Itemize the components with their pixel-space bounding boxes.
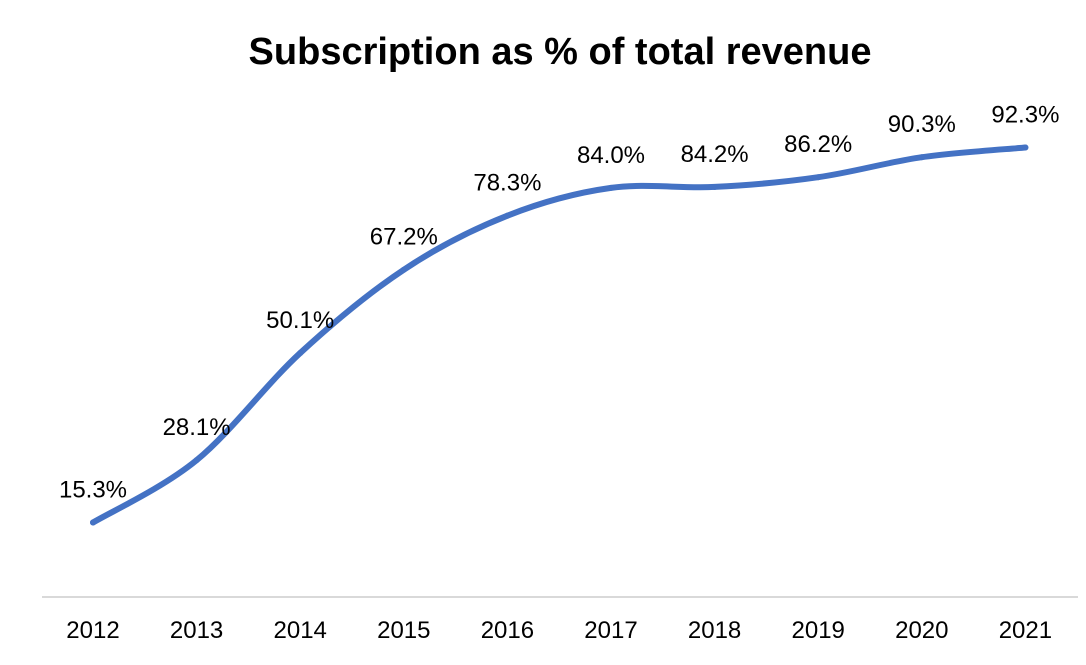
data-point-2017 [608, 184, 614, 191]
data-point-2019 [815, 174, 822, 181]
data-point-2015 [400, 266, 407, 273]
series-layer [90, 144, 1029, 526]
data-point-2020 [918, 154, 925, 161]
x-tick-label-2015: 2015 [377, 617, 430, 644]
x-tick-label-2020: 2020 [895, 617, 948, 644]
data-label-2015: 67.2% [370, 224, 438, 251]
x-tick-label-2018: 2018 [688, 617, 741, 644]
data-label-2016: 78.3% [473, 170, 541, 197]
x-tick-label-2016: 2016 [481, 617, 534, 644]
x-tick-label-2017: 2017 [584, 617, 637, 644]
data-label-2021: 92.3% [991, 101, 1059, 128]
x-tick-label-2019: 2019 [792, 617, 845, 644]
data-label-2013: 28.1% [163, 414, 231, 441]
x-tick-label-2012: 2012 [66, 617, 119, 644]
data-point-2018 [711, 183, 718, 190]
data-labels: 15.3% 28.1% 50.1% 67.2% 78.3% 84.0% 84.2% 86.2%… [59, 101, 1059, 503]
data-point-2012 [90, 519, 96, 526]
data-point-2014 [297, 350, 304, 357]
data-point-2021 [1022, 144, 1029, 151]
data-label-2020: 90.3% [888, 111, 956, 138]
x-tick-label-2014: 2014 [274, 617, 327, 644]
x-tick-label-2013: 2013 [170, 617, 223, 644]
data-label-2017: 84.0% [577, 142, 645, 169]
series-line [90, 144, 1029, 526]
data-label-2019: 86.2% [784, 131, 852, 158]
x-axis-ticks: 2012 2013 2014 2015 2016 2017 2018 2019 2020 2021 [66, 617, 1052, 644]
data-point-2016 [504, 212, 511, 219]
x-tick-label-2021: 2021 [999, 617, 1052, 644]
chart-title: Subscription as % of total revenue [249, 31, 872, 73]
data-label-2014: 50.1% [266, 307, 334, 334]
data-point-2013 [193, 457, 200, 464]
data-label-2012: 15.3% [59, 476, 127, 503]
data-label-2018: 84.2% [681, 141, 749, 168]
